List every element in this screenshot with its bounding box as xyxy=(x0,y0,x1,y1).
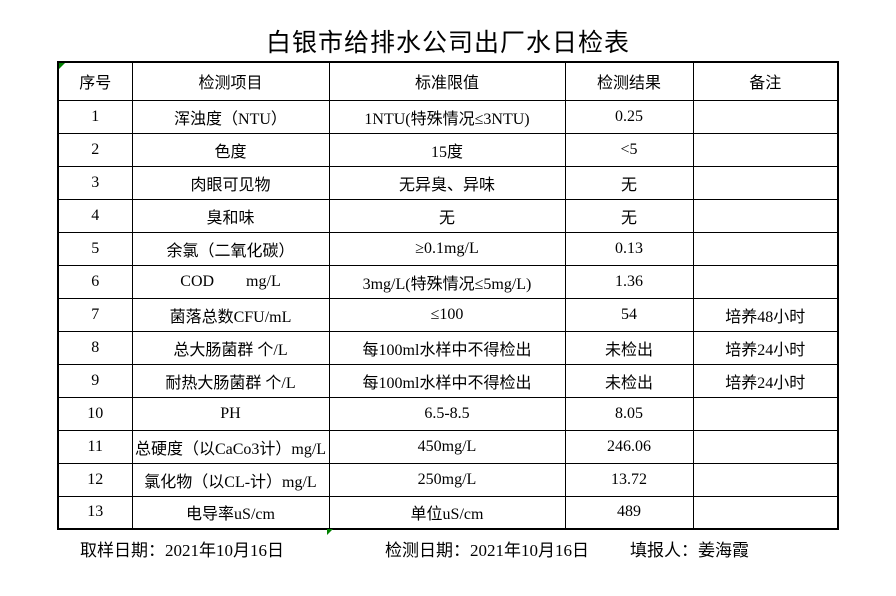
table-row: 11 总硬度（以CaCo3计）mg/L 450mg/L 246.06 xyxy=(57,429,839,464)
table-row: 1 浑浊度（NTU） 1NTU(特殊情况≤3NTU) 0.25 xyxy=(57,99,839,134)
remark-cell[interactable] xyxy=(692,429,839,464)
item-cell[interactable]: 色度 xyxy=(131,132,330,167)
result-cell[interactable]: <5 xyxy=(564,132,694,167)
item-cell[interactable]: 总硬度（以CaCo3计）mg/L xyxy=(131,429,330,464)
table-body: 1 浑浊度（NTU） 1NTU(特殊情况≤3NTU) 0.25 2 色度 15度 <5 3 肉眼可… xyxy=(57,99,839,530)
header-no[interactable]: 序号 xyxy=(57,61,133,101)
reporter-name: 姜海霞 xyxy=(698,541,749,560)
table-row: 13 电导率uS/cm 单位uS/cm 489 xyxy=(57,495,839,530)
table-row: 4 臭和味无无 xyxy=(57,198,839,233)
sample-date: 取样日期：2021年10月16日 xyxy=(80,536,284,561)
table-row: 12 氯化物（以CL-计）mg/L 250mg/L 13.72 xyxy=(57,462,839,497)
limit-cell[interactable]: ≥0.1mg/L xyxy=(328,231,566,266)
header-result[interactable]: 检测结果 xyxy=(564,61,694,101)
result-cell[interactable]: 246.06 xyxy=(564,429,694,464)
remark-cell[interactable]: 培养24小时 xyxy=(692,363,839,398)
limit-cell[interactable]: 3mg/L(特殊情况≤5mg/L) xyxy=(328,264,566,299)
row-number-cell[interactable]: 9 xyxy=(57,363,133,398)
sheet-marker-icon xyxy=(327,529,333,535)
page-title: 白银市给排水公司出厂水日检表 xyxy=(265,30,630,57)
test-date-value: 2021年10月16日 xyxy=(470,541,589,560)
remark-cell[interactable] xyxy=(692,495,839,530)
row-number-cell[interactable]: 3 xyxy=(57,165,133,200)
result-cell[interactable]: 13.72 xyxy=(564,462,694,497)
limit-cell[interactable]: 6.5-8.5 xyxy=(328,396,566,431)
limit-cell[interactable]: ≤100 xyxy=(328,297,566,332)
row-number-cell[interactable]: 2 xyxy=(57,132,133,167)
table-row: 7 菌落总数CFU/mL ≤100 54 培养48小时 xyxy=(57,297,839,332)
remark-cell[interactable]: 培养24小时 xyxy=(692,330,839,365)
limit-cell[interactable]: 单位uS/cm xyxy=(328,495,566,530)
remark-cell[interactable] xyxy=(692,396,839,431)
result-cell[interactable]: 0.13 xyxy=(564,231,694,266)
result-cell[interactable]: 489 xyxy=(564,495,694,530)
table-row: 2 色度 15度 <5 xyxy=(57,132,839,167)
limit-cell[interactable]: 1NTU(特殊情况≤3NTU) xyxy=(328,99,566,134)
row-number-cell[interactable]: 12 xyxy=(57,462,133,497)
table-row: 3 肉眼可见物 无异臭、异味无 xyxy=(57,165,839,200)
header-remark[interactable]: 备注 xyxy=(692,61,839,101)
remark-cell[interactable]: 培养48小时 xyxy=(692,297,839,332)
result-cell[interactable]: 54 xyxy=(564,297,694,332)
reporter-label: 填报人： xyxy=(630,541,698,560)
limit-cell[interactable]: 每100ml水样中不得检出 xyxy=(328,363,566,398)
item-cell[interactable]: 耐热大肠菌群 个/L xyxy=(131,363,330,398)
table-row: 9 耐热大肠菌群 个/L 每100ml水样中不得检出 未检出 培养24小时 xyxy=(57,363,839,398)
row-number-cell[interactable]: 8 xyxy=(57,330,133,365)
remark-cell[interactable] xyxy=(692,462,839,497)
item-cell[interactable]: 总大肠菌群 个/L xyxy=(131,330,330,365)
item-cell[interactable]: 肉眼可见物 xyxy=(131,165,330,200)
table-row: 10 PH 6.5-8.5 8.05 xyxy=(57,396,839,431)
item-cell[interactable]: 臭和味 xyxy=(131,198,330,233)
row-number-cell[interactable]: 11 xyxy=(57,429,133,464)
remark-cell[interactable] xyxy=(692,99,839,134)
test-date: 检测日期：2021年10月16日 xyxy=(385,536,589,561)
limit-cell[interactable]: 15度 xyxy=(328,132,566,167)
remark-cell[interactable] xyxy=(692,198,839,233)
reporter: 填报人：姜海霞 xyxy=(630,536,749,561)
water-inspection-table: 序号 检测项目 标准限值 检测结果 备注 1 浑浊度（NTU） 1NTU(特殊情况≤… xyxy=(57,61,839,530)
table-row: 5 余氯（二氧化碳） ≥0.1mg/L 0.13 xyxy=(57,231,839,266)
header-item[interactable]: 检测项目 xyxy=(131,61,330,101)
item-cell[interactable]: COD mg/L xyxy=(131,264,330,299)
item-cell[interactable]: 氯化物（以CL-计）mg/L xyxy=(131,462,330,497)
result-cell[interactable]: 无 xyxy=(564,165,694,200)
table-row: 6 COD mg/L 3mg/L(特殊情况≤5mg/L) 1.36 xyxy=(57,264,839,299)
limit-cell[interactable]: 250mg/L xyxy=(328,462,566,497)
result-cell[interactable]: 未检出 xyxy=(564,363,694,398)
table-row: 8 总大肠菌群 个/L 每100ml水样中不得检出 未检出 培养24小时 xyxy=(57,330,839,365)
row-number-cell[interactable]: 7 xyxy=(57,297,133,332)
item-cell[interactable]: PH xyxy=(131,396,330,431)
limit-cell[interactable]: 无异臭、异味 xyxy=(328,165,566,200)
result-cell[interactable]: 0.25 xyxy=(564,99,694,134)
header-row: 序号 检测项目 标准限值 检测结果 备注 xyxy=(57,61,839,101)
row-number-cell[interactable]: 5 xyxy=(57,231,133,266)
row-number-cell[interactable]: 4 xyxy=(57,198,133,233)
result-cell[interactable]: 1.36 xyxy=(564,264,694,299)
remark-cell[interactable] xyxy=(692,132,839,167)
sample-date-label: 取样日期： xyxy=(80,541,165,560)
sample-date-value: 2021年10月16日 xyxy=(165,541,284,560)
row-number-cell[interactable]: 13 xyxy=(57,495,133,530)
row-number-cell[interactable]: 1 xyxy=(57,99,133,134)
limit-cell[interactable]: 450mg/L xyxy=(328,429,566,464)
test-date-label: 检测日期： xyxy=(385,541,470,560)
table-header: 序号 检测项目 标准限值 检测结果 备注 xyxy=(57,61,839,101)
item-cell[interactable]: 余氯（二氧化碳） xyxy=(131,231,330,266)
remark-cell[interactable] xyxy=(692,231,839,266)
result-cell[interactable]: 无 xyxy=(564,198,694,233)
limit-cell[interactable]: 每100ml水样中不得检出 xyxy=(328,330,566,365)
result-cell[interactable]: 8.05 xyxy=(564,396,694,431)
remark-cell[interactable] xyxy=(692,165,839,200)
row-number-cell[interactable]: 6 xyxy=(57,264,133,299)
item-cell[interactable]: 浑浊度（NTU） xyxy=(131,99,330,134)
header-limit[interactable]: 标准限值 xyxy=(328,61,566,101)
item-cell[interactable]: 电导率uS/cm xyxy=(131,495,330,530)
limit-cell[interactable]: 无 xyxy=(328,198,566,233)
remark-cell[interactable] xyxy=(692,264,839,299)
item-cell[interactable]: 菌落总数CFU/mL xyxy=(131,297,330,332)
result-cell[interactable]: 未检出 xyxy=(564,330,694,365)
row-number-cell[interactable]: 10 xyxy=(57,396,133,431)
